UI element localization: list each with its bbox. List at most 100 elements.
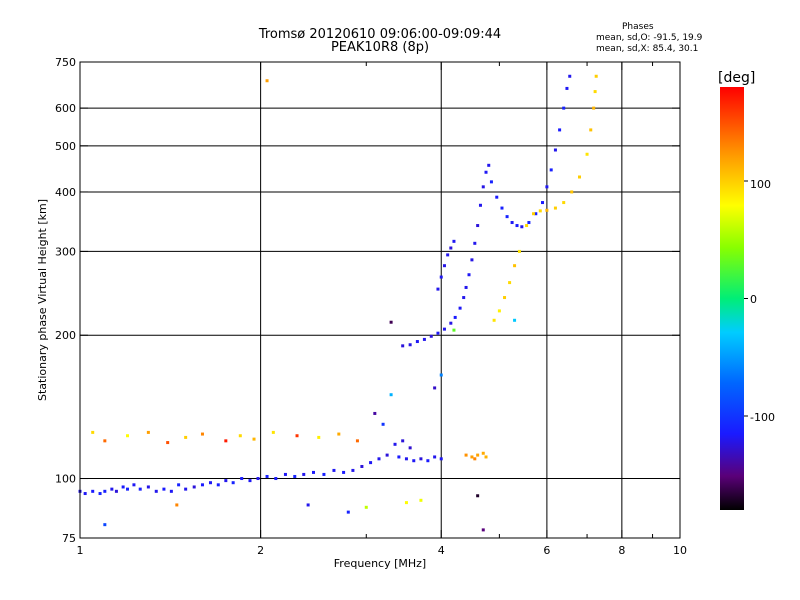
data-point xyxy=(592,106,596,110)
data-point xyxy=(200,432,204,436)
data-point xyxy=(517,249,521,253)
data-point xyxy=(192,485,196,489)
colorbar-tick-0: 0 xyxy=(750,293,757,306)
data-point xyxy=(476,453,480,457)
colorbar-tick-100: 100 xyxy=(750,178,771,191)
x-axis-label: Frequency [MHz] xyxy=(334,557,426,570)
data-point xyxy=(532,212,536,216)
data-point xyxy=(520,225,524,229)
x-tick-label: 2 xyxy=(257,544,264,557)
data-point xyxy=(439,373,443,377)
data-point xyxy=(525,224,529,228)
data-point xyxy=(231,481,235,485)
data-point xyxy=(169,489,173,493)
data-point xyxy=(562,201,566,205)
data-point xyxy=(360,464,364,468)
data-point xyxy=(200,483,204,487)
data-point xyxy=(412,459,416,463)
phases-o-stats: mean, sd,O: -91.5, 19.9 xyxy=(596,33,703,43)
data-point xyxy=(462,296,466,300)
data-point xyxy=(162,487,166,491)
data-point xyxy=(377,457,381,461)
data-point xyxy=(146,430,150,434)
data-point xyxy=(458,306,462,310)
data-point xyxy=(585,152,589,156)
data-point xyxy=(404,501,408,505)
x-axis-ticks: 1 2 4 6 8 10 xyxy=(77,62,687,557)
data-point xyxy=(346,510,350,514)
data-point xyxy=(408,446,412,450)
x-tick-label: 1 xyxy=(77,544,84,557)
data-point xyxy=(446,253,450,257)
data-point xyxy=(103,489,107,493)
data-point xyxy=(593,90,597,94)
data-point xyxy=(545,208,549,212)
data-point xyxy=(500,206,504,210)
data-point xyxy=(385,453,389,457)
data-point xyxy=(433,455,437,459)
data-point xyxy=(495,195,499,199)
y-axis-ticks: 75 100 200 300 400 500 600 750 xyxy=(55,56,680,545)
data-point xyxy=(240,477,244,481)
y-tick-label: 100 xyxy=(55,473,76,486)
data-point xyxy=(389,393,393,397)
data-point xyxy=(484,170,488,174)
chart-subtitle: PEAK10R8 (8p) xyxy=(330,40,430,55)
data-point xyxy=(489,180,493,184)
data-point xyxy=(478,203,482,207)
y-tick-label: 750 xyxy=(55,56,76,69)
data-point xyxy=(442,264,446,268)
data-point xyxy=(121,485,125,489)
data-point xyxy=(265,79,269,83)
data-point xyxy=(470,455,474,459)
data-point xyxy=(464,453,468,457)
data-point xyxy=(397,455,401,459)
data-point xyxy=(317,435,321,439)
data-point xyxy=(449,321,453,325)
data-point xyxy=(515,224,519,228)
data-point xyxy=(538,209,542,213)
data-point xyxy=(91,489,95,493)
data-point xyxy=(351,468,355,472)
data-point xyxy=(452,328,456,332)
data-point xyxy=(103,523,107,527)
data-point xyxy=(224,479,228,483)
data-point xyxy=(476,494,480,498)
data-point xyxy=(453,315,457,319)
data-point xyxy=(381,422,385,426)
data-point xyxy=(166,441,170,445)
data-point xyxy=(513,318,517,322)
data-point xyxy=(484,455,488,459)
data-point xyxy=(401,439,405,443)
data-point xyxy=(473,241,477,245)
data-point xyxy=(473,457,477,461)
data-point xyxy=(476,224,480,228)
data-point xyxy=(322,472,326,476)
data-point xyxy=(114,489,118,493)
data-point xyxy=(470,258,474,262)
data-point xyxy=(283,472,287,476)
data-point xyxy=(589,128,593,132)
data-point xyxy=(436,331,440,335)
colorbar-tick-minus-100: -100 xyxy=(750,411,775,424)
data-point xyxy=(415,340,419,344)
data-point xyxy=(393,442,397,446)
data-point xyxy=(513,264,517,268)
data-point xyxy=(337,432,341,436)
data-point xyxy=(248,479,252,483)
data-point xyxy=(238,434,242,438)
y-tick-label: 400 xyxy=(55,186,76,199)
data-point xyxy=(545,185,549,189)
data-point xyxy=(83,492,87,496)
data-point xyxy=(426,459,430,463)
grid-lines xyxy=(80,62,680,538)
x-tick-label: 10 xyxy=(673,544,687,557)
x-tick-label: 6 xyxy=(543,544,550,557)
y-tick-label: 300 xyxy=(55,245,76,258)
data-point xyxy=(252,437,256,441)
data-point xyxy=(436,287,440,291)
colorbar-ticks xyxy=(744,180,748,417)
data-point xyxy=(481,185,485,189)
data-point xyxy=(271,430,275,434)
data-point xyxy=(467,273,471,277)
